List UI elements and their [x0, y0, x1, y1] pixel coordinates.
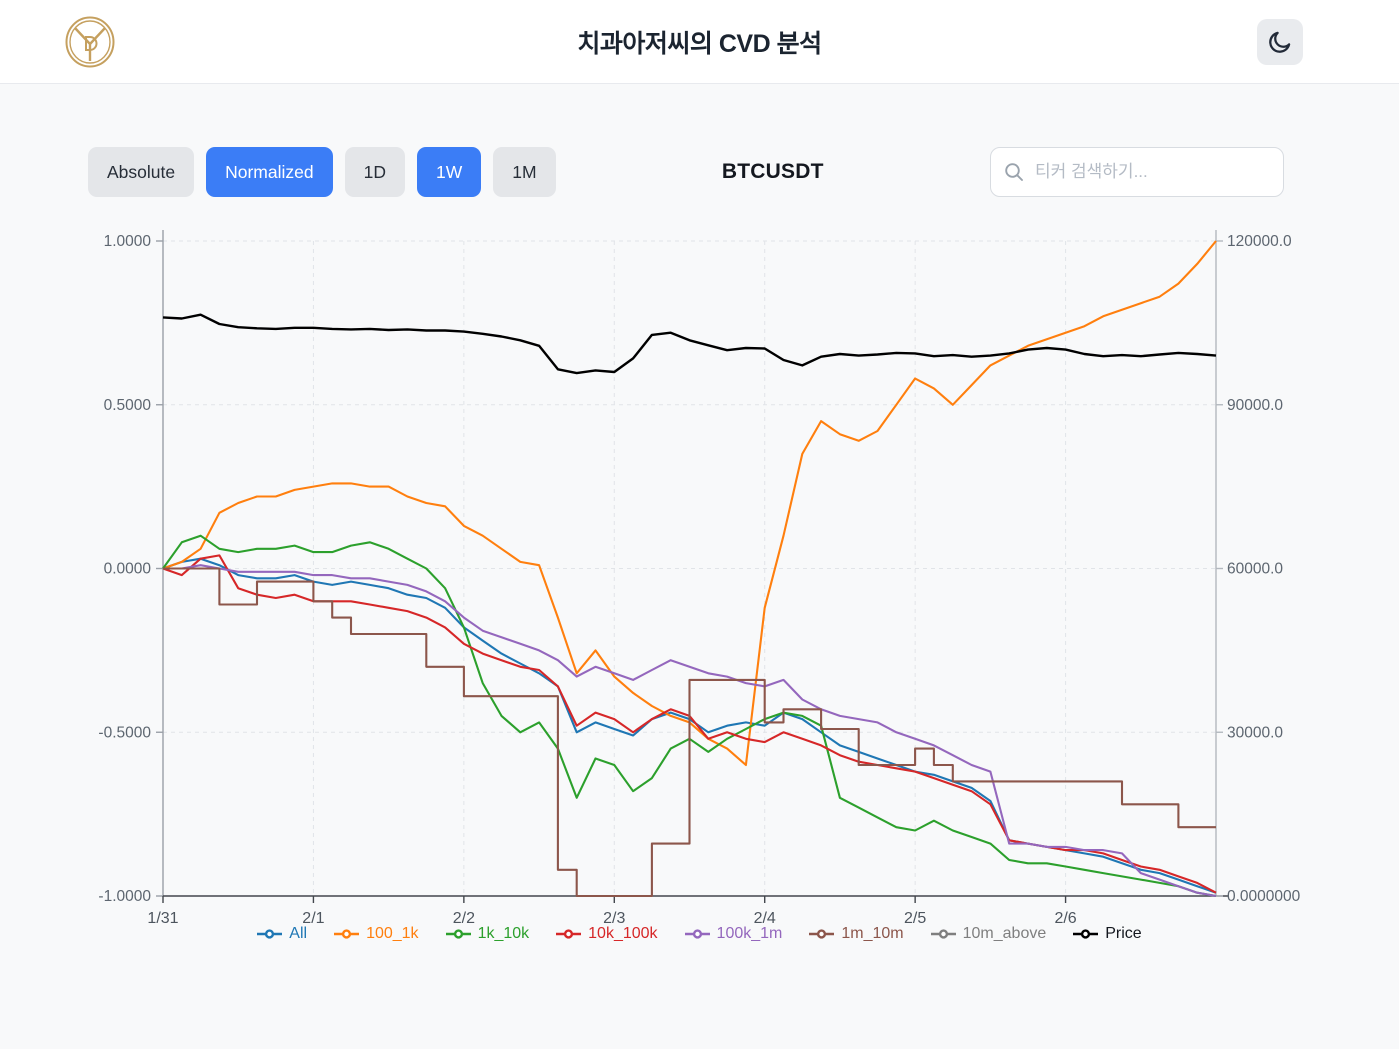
- legend-marker-icon: [334, 929, 360, 939]
- legend-marker-icon: [1073, 929, 1099, 939]
- legend-label: 100_1k: [366, 925, 419, 942]
- y-right-tick-label: 0.0000000: [1227, 888, 1301, 905]
- legend-label: 100k_1m: [716, 925, 783, 942]
- legend-item-1m_10m[interactable]: 1m_10m: [809, 925, 904, 943]
- x-tick-label: 2/3: [603, 910, 625, 927]
- series-line-1m_10m: [163, 567, 1216, 898]
- y-right-tick-label: 90000.0: [1227, 397, 1283, 414]
- legend-marker-icon: [684, 929, 710, 939]
- x-tick-label: 2/6: [1054, 910, 1076, 927]
- legend-item-All[interactable]: All: [257, 925, 307, 943]
- y-right-tick-label: 30000.0: [1227, 724, 1283, 741]
- series-line-100k_1m: [163, 564, 1217, 898]
- y-right-tick-label: 120000.0: [1227, 233, 1292, 250]
- legend-item-100_1k[interactable]: 100_1k: [334, 925, 419, 943]
- series-line-Price: [162, 313, 1217, 375]
- legend-marker-icon: [809, 929, 835, 939]
- moon-icon: [1269, 31, 1291, 53]
- x-tick-label: 2/5: [904, 910, 926, 927]
- legend-marker-icon: [257, 929, 283, 939]
- legend-marker-icon: [556, 929, 582, 939]
- chart-legend: All 100_1k 1k_10k 10k_100k 100k_1m 1m_10m 10m_…: [0, 925, 1399, 943]
- y-right-tick-label: 60000.0: [1227, 561, 1283, 578]
- range-button-1w[interactable]: 1W: [416, 147, 482, 197]
- symbol-title: BTCUSDT: [721, 160, 824, 183]
- app-logo: [65, 16, 115, 68]
- legend-item-Price[interactable]: Price: [1073, 925, 1142, 943]
- legend-label: 1m_10m: [841, 925, 904, 942]
- y-left-tick-label: -0.5000: [98, 724, 151, 741]
- x-tick-label: 2/4: [754, 910, 776, 927]
- legend-label: 10m_above: [962, 925, 1047, 942]
- app-header: 치과아저씨의 CVD 분석: [0, 0, 1399, 84]
- mode-button-absolute[interactable]: Absolute: [88, 147, 195, 197]
- ticker-search: [990, 147, 1284, 197]
- legend-item-10k_100k[interactable]: 10k_100k: [556, 925, 658, 943]
- range-button-1m[interactable]: 1M: [493, 147, 556, 197]
- toolbar: Absolute Normalized 1D 1W 1M BTCUSDT: [0, 147, 1399, 197]
- theme-toggle-button[interactable]: [1257, 19, 1303, 65]
- y-left-tick-label: 0.0000: [104, 561, 152, 578]
- y-left-tick-label: 0.5000: [104, 397, 152, 414]
- legend-label: Price: [1105, 925, 1142, 942]
- range-button-1d[interactable]: 1D: [344, 147, 405, 197]
- y-left-tick-label: -1.0000: [98, 888, 151, 905]
- legend-label: 10k_100k: [588, 925, 658, 942]
- legend-item-10m_above[interactable]: 10m_above: [930, 925, 1047, 943]
- chart-canvas[interactable]: 1.0000 0.5000 0.0000 -0.5000 -1.0000 120000.0…: [0, 219, 1399, 939]
- legend-marker-icon: [930, 929, 956, 939]
- y-left-tick-label: 1.0000: [104, 233, 152, 250]
- legend-label: All: [289, 925, 308, 942]
- search-input[interactable]: [990, 147, 1284, 197]
- legend-label: 1k_10k: [477, 925, 530, 942]
- legend-item-100k_1m[interactable]: 100k_1m: [684, 925, 783, 943]
- cvd-chart: 1.0000 0.5000 0.0000 -0.5000 -1.0000 120000.0…: [0, 197, 1399, 997]
- mode-button-normalized[interactable]: Normalized: [206, 147, 333, 197]
- x-tick-label: 1/31: [147, 910, 178, 927]
- x-tick-label: 2/1: [302, 910, 324, 927]
- legend-marker-icon: [445, 929, 471, 939]
- page-title: 치과아저씨의 CVD 분석: [577, 30, 822, 58]
- legend-item-1k_10k[interactable]: 1k_10k: [445, 925, 530, 943]
- x-tick-label: 2/2: [453, 910, 475, 927]
